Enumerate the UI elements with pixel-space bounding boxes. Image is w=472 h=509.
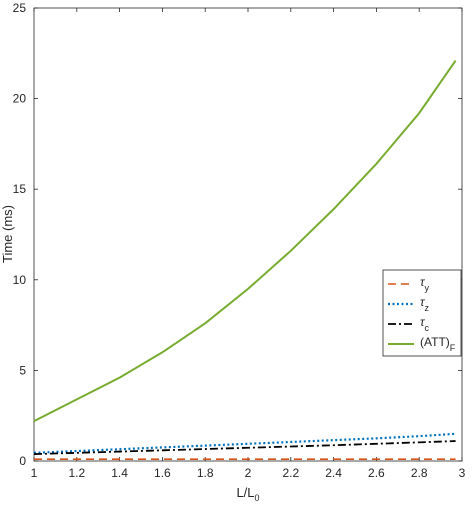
axis-ticks: 1 1.2 1.4 1.6 1.8 2 2.2 2.4 2.6 2.8 3 0 5 10 15 20 25 bbox=[13, 1, 466, 480]
legend-label-subscript: c bbox=[425, 323, 430, 333]
y-tick-label: 20 bbox=[13, 92, 27, 106]
y-tick-label: 10 bbox=[13, 273, 27, 287]
x-tick-label: 1.6 bbox=[154, 466, 171, 480]
legend-label-1: τz bbox=[420, 295, 430, 313]
y-axis-label: Time (ms) bbox=[0, 205, 15, 263]
legend-label-subscript: F bbox=[450, 343, 456, 353]
x-tick-label: 2.4 bbox=[325, 466, 342, 480]
y-tick-label: 15 bbox=[13, 182, 27, 196]
plot-area bbox=[33, 7, 463, 462]
series-lines bbox=[33, 59, 457, 460]
legend-label-subscript: z bbox=[425, 303, 430, 313]
y-tick-label: 0 bbox=[19, 454, 26, 468]
x-tick-label: 1.2 bbox=[68, 466, 85, 480]
legend-label-main: (ATT) bbox=[420, 335, 450, 349]
x-tick-label: 1.8 bbox=[197, 466, 214, 480]
x-tick-label: 2.2 bbox=[282, 466, 299, 480]
legend-label-main: τ bbox=[420, 315, 426, 329]
x-tick-label: 1.4 bbox=[111, 466, 128, 480]
legend-label-3: (ATT)F bbox=[420, 335, 456, 353]
x-axis-label: L/L0 bbox=[236, 485, 259, 503]
series-line-3 bbox=[33, 59, 457, 423]
series-line-2 bbox=[33, 440, 456, 456]
x-axis-label-subscript: 0 bbox=[255, 493, 260, 503]
legend-label-2: τc bbox=[420, 315, 430, 333]
x-tick-label: 1 bbox=[31, 466, 38, 480]
y-tick-label: 5 bbox=[19, 363, 26, 377]
legend-label-subscript: y bbox=[425, 283, 430, 293]
legend-label-main: τ bbox=[420, 295, 426, 309]
x-tick-label: 2.6 bbox=[368, 466, 385, 480]
x-tick-label: 3 bbox=[459, 466, 466, 480]
x-axis-label-main: L/L bbox=[236, 485, 254, 500]
legend-label-0: τy bbox=[420, 275, 430, 293]
x-tick-label: 2.8 bbox=[411, 466, 428, 480]
series-line-1 bbox=[33, 432, 456, 454]
legend-label-main: τ bbox=[420, 275, 426, 289]
y-tick-label: 25 bbox=[13, 1, 27, 15]
x-tick-label: 2 bbox=[245, 466, 252, 480]
